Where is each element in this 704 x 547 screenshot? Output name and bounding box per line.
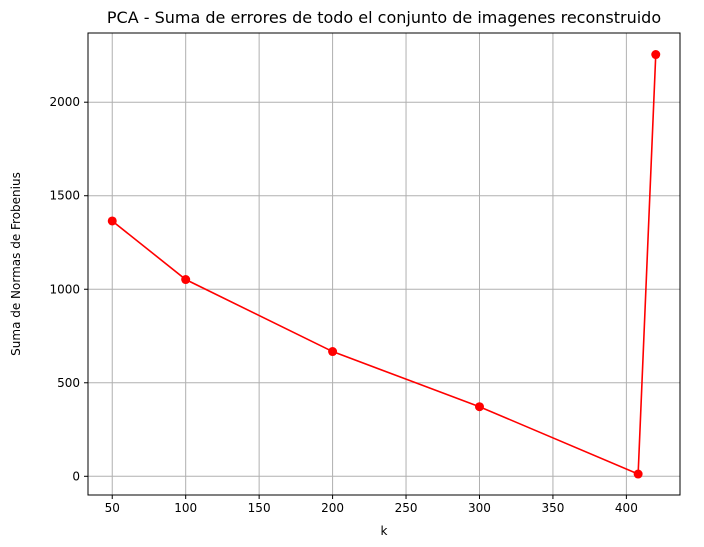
y-tick-label: 1500 (49, 189, 80, 203)
x-axis: 50 100 150 200 250 300 350 400 (105, 495, 638, 515)
y-axis-label: Suma de Normas de Frobenius (9, 172, 23, 356)
chart-title: PCA - Suma de errores de todo el conjunt… (107, 8, 661, 27)
x-tick-label: 300 (468, 501, 491, 515)
x-tick-label: 250 (395, 501, 418, 515)
data-point (633, 469, 643, 479)
x-tick-label: 350 (541, 501, 564, 515)
x-tick-label: 100 (174, 501, 197, 515)
y-axis: 0 500 1000 1500 2000 (49, 95, 88, 483)
y-tick-label: 0 (72, 469, 80, 483)
x-tick-label: 400 (615, 501, 638, 515)
grid (88, 33, 680, 495)
series-line (111, 54, 657, 476)
data-point (181, 275, 191, 285)
y-tick-label: 2000 (49, 95, 80, 109)
series-layer (107, 50, 661, 479)
x-tick-label: 150 (248, 501, 271, 515)
data-point (651, 50, 661, 60)
x-tick-label: 50 (105, 501, 120, 515)
y-tick-label: 1000 (49, 282, 80, 296)
x-axis-label: k (381, 524, 388, 538)
data-point (107, 216, 117, 226)
data-point (474, 402, 484, 412)
x-tick-label: 200 (321, 501, 344, 515)
y-tick-label: 500 (57, 376, 80, 390)
data-point (328, 347, 338, 357)
plot-frame (87, 32, 681, 496)
